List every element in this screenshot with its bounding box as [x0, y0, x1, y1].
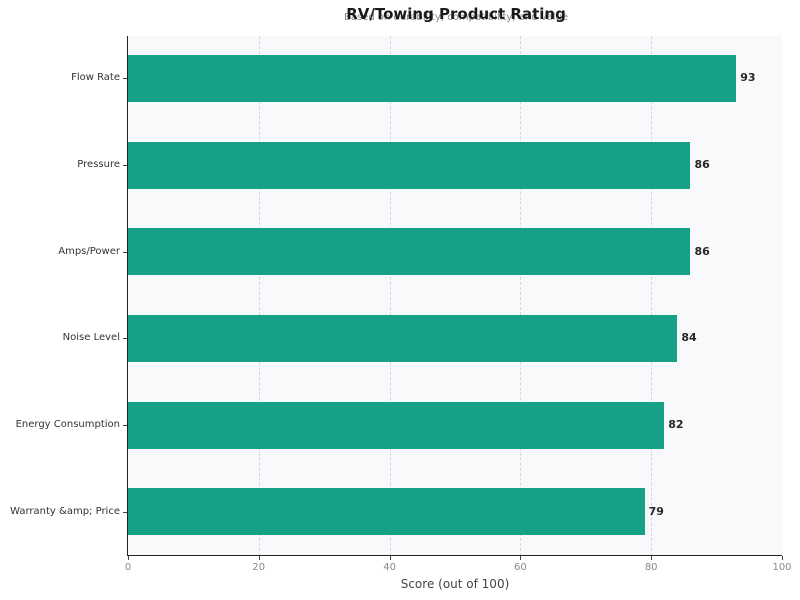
x-axis-label: Score (out of 100)	[400, 577, 510, 591]
x-tick-mark	[651, 556, 653, 560]
y-tick-label: Flow Rate	[71, 72, 120, 84]
y-tick-label: Amps/Power	[58, 245, 120, 257]
x-tick-label: 20	[252, 562, 266, 573]
x-tick-mark	[782, 556, 783, 560]
x-tick-label: 80	[644, 562, 658, 573]
bar-value-label: 79	[648, 504, 664, 518]
chart-subtitle: Based on durability, compatibility, and …	[343, 12, 569, 23]
x-tick-label: 60	[514, 562, 527, 573]
y-tick-mark	[123, 165, 127, 166]
x-tick-mark	[520, 556, 522, 560]
x-tick-label: 0	[124, 562, 132, 573]
x-tick-mark	[258, 556, 260, 560]
plot-area	[128, 36, 782, 556]
bar	[128, 314, 678, 362]
bar	[128, 401, 665, 449]
gridline	[520, 36, 522, 556]
y-tick-mark	[123, 425, 127, 426]
y-tick-label: Warranty &amp; Price	[10, 505, 120, 517]
bar-value-label: 86	[694, 158, 710, 171]
y-tick-mark	[123, 251, 127, 253]
y-tick-label: Pressure	[77, 159, 120, 170]
bar-value-label: 86	[694, 244, 710, 258]
y-tick-label: Energy Consumption	[15, 419, 120, 430]
x-tick-label: 100	[772, 562, 792, 573]
x-tick-label: 40	[383, 562, 396, 573]
y-tick-label: Noise Level	[62, 332, 120, 344]
bar	[128, 141, 691, 189]
y-tick-mark	[123, 78, 127, 80]
x-axis-line	[128, 555, 782, 556]
y-tick-mark	[123, 511, 127, 513]
bar-value-label: 93	[740, 71, 756, 85]
bar-value-label: 84	[681, 331, 697, 345]
gridline	[389, 36, 391, 556]
y-tick-mark	[123, 338, 127, 340]
chart-title: RV/Towing Product Rating	[346, 5, 566, 23]
bar	[128, 54, 737, 102]
x-tick-mark	[389, 556, 391, 560]
gridline	[651, 36, 653, 556]
bar	[128, 228, 691, 276]
gridline	[258, 36, 260, 556]
x-tick-mark	[128, 556, 129, 560]
bar-value-label: 82	[668, 418, 684, 431]
bar	[128, 488, 645, 536]
y-axis-line	[127, 36, 128, 556]
